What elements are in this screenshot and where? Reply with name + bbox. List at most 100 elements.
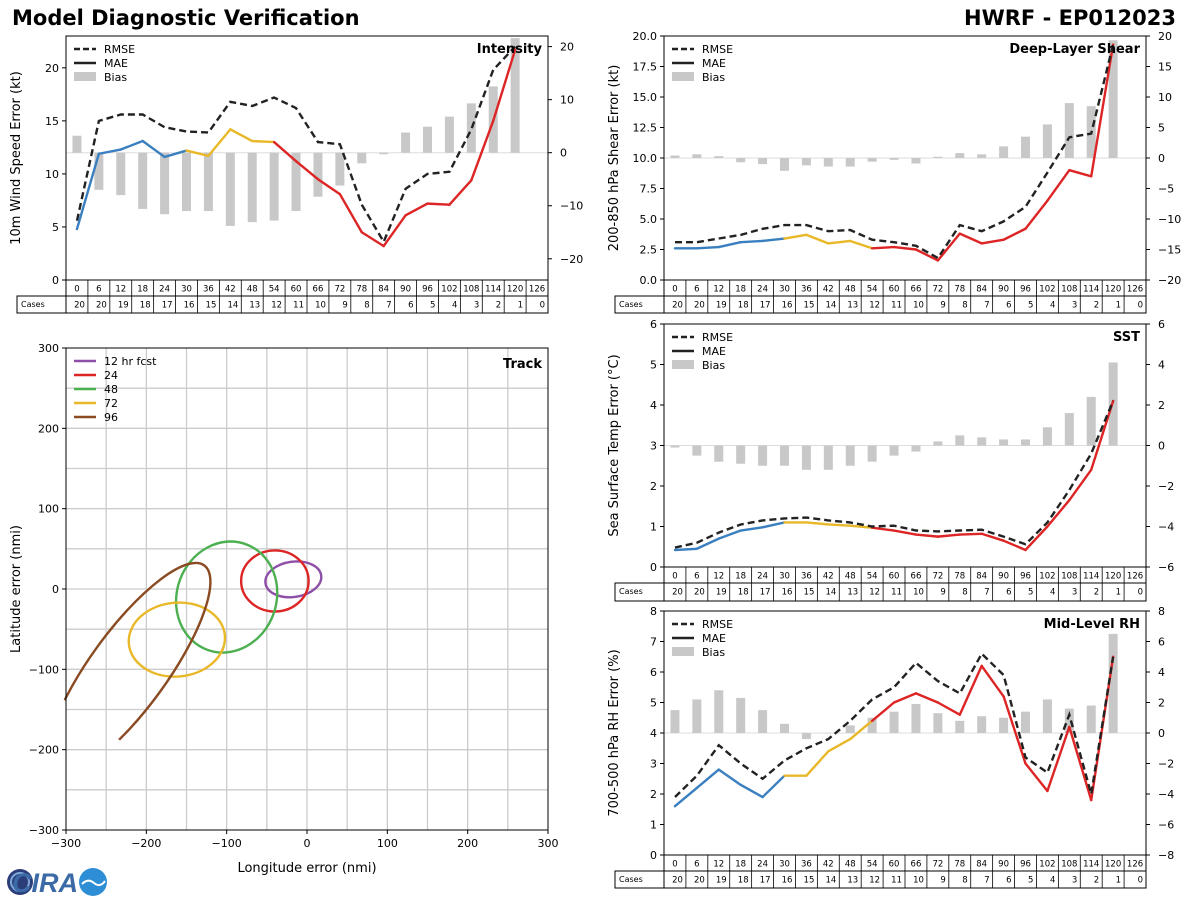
rh-bias-bar [692, 699, 702, 733]
rh-hour-label: 60 [889, 860, 900, 870]
intensity-ytick-label: 20 [45, 62, 59, 75]
shear-case-count: 0 [1138, 301, 1143, 311]
rh-bias-bar [823, 733, 833, 734]
shear-mae-line-segment [695, 245, 720, 250]
rh-case-count: 7 [984, 876, 989, 886]
sst-case-count: 9 [940, 588, 945, 598]
rh-bias-bar [670, 710, 680, 733]
intensity-hour-label: 84 [378, 285, 389, 295]
sst-hour-label: 18 [735, 572, 746, 582]
intensity-mae-line-segment [119, 139, 144, 151]
shear-rmse-line [675, 44, 1115, 260]
track-xtick-label: 100 [377, 837, 398, 850]
intensity-hour-label: 96 [422, 285, 433, 295]
rh-legend-mae-label: MAE [702, 632, 726, 645]
rh-hour-label: 6 [694, 860, 699, 870]
rh-y2tick-label: 0 [1158, 727, 1165, 740]
sst-mae-line-segment [958, 532, 983, 536]
sst-cases-row [614, 582, 1147, 602]
rh-bias-bar [977, 716, 987, 733]
rh-case-count: 6 [1006, 876, 1011, 886]
shear-mae-line-segment [783, 233, 808, 240]
sst-case-count: 14 [825, 588, 836, 598]
intensity-bias-bar [247, 152, 257, 223]
track-legend-label-3: 72 [104, 397, 118, 410]
intensity-case-count: 0 [540, 301, 545, 311]
intensity-y2tick-label: −10 [560, 200, 583, 213]
sst-bias-bar [714, 445, 724, 462]
intensity-hour-label: 54 [269, 285, 280, 295]
track-legend-label-4: 96 [104, 411, 118, 424]
wave-icon [81, 879, 106, 887]
intensity-bias-bar [203, 152, 213, 212]
shear-ytick-label: 2.5 [640, 244, 658, 257]
storm-id: HWRF - EP012023 [964, 6, 1176, 30]
rh-hour-label: 54 [867, 860, 878, 870]
intensity-legend-mae-label: MAE [104, 57, 128, 70]
rh-case-count: 17 [760, 876, 771, 886]
sst-bias-bar [1064, 413, 1074, 446]
sst-case-count: 13 [847, 588, 858, 598]
track-ytick-label: 200 [38, 422, 59, 435]
sst-bias-bar [736, 445, 746, 464]
rh-bias-bar [1064, 708, 1074, 733]
intensity-bias-bar [510, 38, 520, 153]
intensity-ytick-label: 15 [45, 115, 59, 128]
sst-hour-label: 42 [823, 572, 834, 582]
rh-ytick-label: 8 [650, 605, 657, 618]
shear-mae-line-segment [958, 232, 983, 245]
sst-case-count: 1 [1116, 588, 1121, 598]
sst-mae-line-segment [849, 524, 874, 529]
shear-mae-line-segment [1046, 168, 1071, 202]
shear-hour-label: 12 [713, 285, 724, 295]
intensity-cases-row [16, 295, 549, 314]
intensity-mae-line-segment [470, 119, 495, 182]
track-legend-label-2: 48 [104, 383, 118, 396]
sst-hour-label: 90 [998, 572, 1009, 582]
sst-case-count: 5 [1028, 588, 1033, 598]
rh-mae-line-segment [695, 768, 720, 790]
sst-cases-label: Cases [619, 587, 643, 596]
shear-bias-bar [933, 156, 943, 158]
rh-bias-bar [1021, 711, 1030, 733]
sst-hour-label: 126 [1127, 572, 1143, 582]
intensity-hour-label: 18 [137, 285, 148, 295]
rh-case-count: 5 [1028, 876, 1033, 886]
intensity-bias-bar [138, 152, 148, 209]
shear-bias-bar [1042, 124, 1052, 158]
shear-hour-label: 30 [779, 285, 790, 295]
sst-hour-label: 108 [1061, 572, 1077, 582]
rh-mae-line-segment [827, 737, 852, 753]
sst-ytick-label: 2 [650, 480, 657, 493]
shear-bias-bar [1108, 40, 1118, 158]
sst-ytick-label: 3 [650, 440, 657, 453]
rh-hour-label: 120 [1105, 860, 1121, 870]
shear-bias-bar [758, 158, 768, 165]
track-ylabel: Latitude error (nmi) [9, 525, 24, 653]
sst-mae-line-segment [827, 523, 852, 527]
sst-mae-line-segment [1068, 468, 1093, 502]
shear-y2tick-label: −10 [1158, 213, 1181, 226]
shear-legend-rmse-label: RMSE [702, 43, 733, 56]
intensity-mae-line-segment [426, 202, 451, 206]
shear-mae-line-segment [892, 245, 918, 251]
shear-legend-mae-label: MAE [702, 57, 726, 70]
sst-hour-label: 84 [976, 572, 987, 582]
sst-hour-label: 114 [1083, 572, 1099, 582]
sst-bias-bar [758, 445, 768, 466]
intensity-hour-label: 72 [334, 285, 345, 295]
rh-case-count: 8 [962, 876, 967, 886]
intensity-bias-bar [72, 135, 82, 153]
shear-bias-bar [1021, 136, 1030, 158]
sst-ytick-label: 0 [650, 561, 657, 574]
rh-bias-bar [999, 717, 1009, 733]
shear-case-count: 18 [738, 301, 749, 311]
intensity-mae-line-segment [316, 178, 342, 196]
rh-bias-bar [911, 704, 921, 733]
intensity-bias-bar [269, 152, 279, 221]
sst-case-count: 20 [694, 588, 705, 598]
intensity-hour-label: 6 [96, 285, 101, 295]
rh-case-count: 1 [1116, 876, 1121, 886]
shear-mae-line-segment [1090, 43, 1115, 178]
rh-legend-bias-swatch [672, 647, 694, 656]
